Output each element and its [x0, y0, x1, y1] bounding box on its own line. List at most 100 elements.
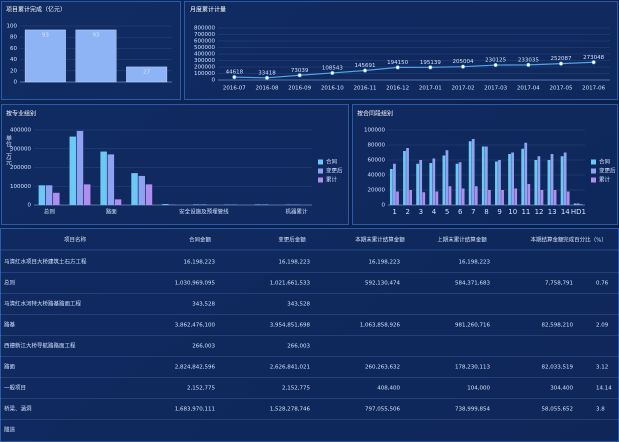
x-tick-label: HD1 — [571, 208, 586, 216]
data-label: 252087 — [551, 56, 572, 62]
bar — [527, 184, 531, 205]
data-label: 273048 — [583, 55, 604, 61]
y-tick-label: 0 — [212, 78, 216, 84]
table-header: 合同金额 — [189, 236, 212, 244]
bar — [461, 188, 465, 205]
bar — [131, 173, 138, 205]
x-tick-label: 2016-10 — [321, 86, 344, 92]
table-header: 完成百分比（%） — [563, 236, 607, 244]
y-tick-label: 400000 — [194, 52, 215, 58]
bar — [563, 152, 567, 205]
x-tick-label: 2017-04 — [517, 86, 540, 92]
table-cell: 16,198,223 — [279, 260, 311, 266]
table-cell: 2.09 — [596, 323, 609, 329]
panel-title: 月度累计计量 — [190, 6, 226, 14]
table-cell: 2,152,775 — [187, 386, 215, 392]
y-tick-label: 200000 — [10, 165, 31, 171]
y-tick-label: 60 — [10, 46, 17, 52]
bar — [145, 184, 153, 205]
legend-swatch — [318, 168, 323, 174]
x-tick-label: 总则 — [44, 208, 55, 216]
table-cell: 3,954,851,698 — [270, 323, 311, 329]
table-cell: 266,003 — [192, 344, 215, 350]
table-header: 变更后金额 — [278, 236, 306, 244]
y-tick-label: 40 — [10, 57, 17, 63]
y-tick-label: 0 — [28, 203, 32, 209]
bar — [498, 160, 501, 205]
table-cell: 0.76 — [596, 281, 609, 287]
table-cell: 58,055,652 — [542, 407, 574, 413]
table-cell: 14.14 — [596, 386, 612, 392]
point — [264, 75, 270, 80]
table-cell: 2,824,842,596 — [175, 365, 216, 371]
y-tick-label: 100000 — [10, 184, 31, 190]
point — [297, 73, 302, 78]
x-tick-label: 2016-12 — [386, 86, 409, 92]
bar — [126, 66, 168, 83]
x-tick-label: 10 — [508, 208, 517, 216]
y-tick-label: 0 — [14, 80, 18, 86]
table-cell: 3.8 — [596, 407, 605, 413]
table-cell: 1,021,661,533 — [270, 281, 311, 287]
y-tick-label: 800000 — [194, 26, 215, 32]
bar — [403, 151, 406, 205]
panel-title: 项目累计完成（亿元） — [6, 6, 66, 14]
table-cell: 路基 — [4, 321, 16, 329]
bar — [200, 204, 207, 205]
data-label: 44618 — [226, 70, 244, 76]
x-tick-label: 6 — [458, 208, 463, 216]
table-cell: 16,198,223 — [459, 260, 491, 266]
legend-label: 合同 — [599, 158, 611, 166]
legend-swatch — [318, 177, 323, 183]
x-tick-label: 机器累计 — [286, 208, 309, 216]
bar — [38, 185, 46, 205]
legend-swatch — [591, 159, 596, 165]
legend-swatch — [318, 159, 323, 165]
bar — [114, 199, 122, 205]
bar — [406, 148, 409, 205]
point — [395, 65, 400, 70]
bar — [455, 163, 459, 205]
y-tick-label: 80 — [10, 35, 17, 41]
point — [362, 68, 368, 73]
bar — [514, 188, 518, 205]
x-tick-label: 11 — [521, 208, 530, 216]
bar — [448, 186, 452, 205]
bar — [24, 29, 66, 83]
table-cell: 1,030,969,095 — [175, 281, 216, 287]
table-cell: 82,033,519 — [542, 365, 574, 371]
y-tick-label: 200000 — [194, 65, 215, 71]
bar — [560, 156, 564, 205]
y-tick-label: 0 — [382, 203, 386, 209]
y-tick-label: 300000 — [10, 146, 31, 152]
data-label: 194150 — [387, 60, 408, 66]
bar — [389, 169, 393, 205]
table-header: 本期末累计结算金额 — [355, 236, 405, 244]
panel — [1, 104, 349, 225]
legend-label: 变更后 — [599, 167, 616, 175]
y-tick-label: 60000 — [368, 158, 386, 164]
x-tick-label: 2016-07 — [223, 86, 246, 92]
x-tick-label: 9 — [497, 208, 501, 216]
legend-label: 变更后 — [326, 167, 343, 175]
table-cell: 260,263,632 — [365, 365, 400, 371]
bar — [432, 158, 436, 205]
table-cell: 584,371,683 — [455, 281, 490, 287]
x-tick-label: 4 — [432, 208, 437, 216]
x-tick-label: 2017-06 — [582, 86, 605, 92]
bar — [553, 190, 557, 205]
table-cell: 马清红水河特大桥路基路面工程 — [4, 300, 82, 308]
bar — [45, 185, 53, 205]
x-tick-label: 5 — [445, 208, 449, 216]
table-cell: 981,260,716 — [455, 323, 490, 329]
bar — [53, 192, 60, 205]
bar — [69, 136, 77, 205]
bar — [511, 152, 514, 205]
table-cell: 304,400 — [550, 386, 573, 392]
table-cell: 总则 — [4, 279, 15, 287]
data-label: 108543 — [322, 65, 343, 71]
bar — [254, 204, 262, 205]
table-cell: 桥梁、涵洞 — [4, 405, 32, 413]
x-tick-label: 2 — [405, 208, 409, 216]
x-tick-label: 8 — [484, 208, 488, 216]
